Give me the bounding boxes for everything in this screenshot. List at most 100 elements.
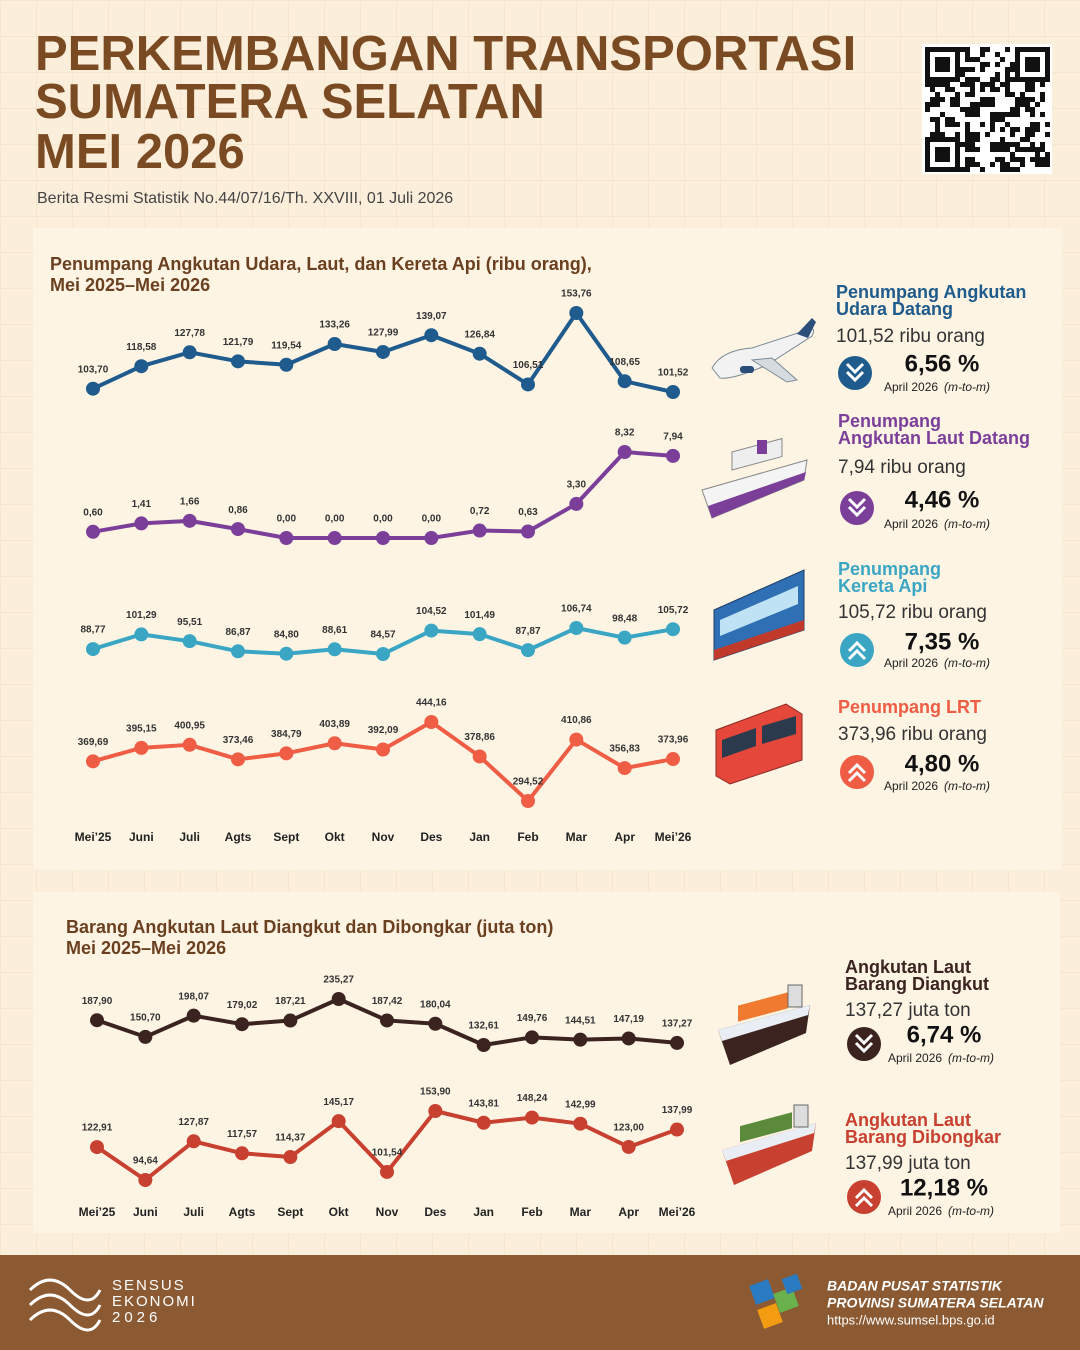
x-tick-label: Feb — [521, 1205, 542, 1219]
qr-cell — [1000, 147, 1005, 152]
data-label: 119,54 — [271, 340, 301, 351]
x-tick-label: Sept — [273, 830, 299, 844]
qr-cell — [1000, 142, 1005, 147]
x-tick-label: Mei’26 — [655, 830, 692, 844]
x-tick-label: Apr — [614, 830, 635, 844]
qr-cell — [925, 142, 930, 147]
qr-cell — [935, 167, 940, 172]
qr-cell — [980, 97, 985, 102]
qr-cell — [1020, 92, 1025, 97]
qr-cell — [970, 132, 975, 137]
qr-code — [922, 44, 1052, 174]
qr-cell — [925, 162, 930, 167]
qr-cell — [940, 97, 945, 102]
data-point — [279, 646, 294, 661]
x-tick-label: Juni — [133, 1205, 158, 1219]
series-name: Angkutan Laut — [845, 957, 971, 977]
title-line: MEI 2026 — [35, 125, 245, 179]
change-arrow — [847, 497, 867, 510]
qr-cell — [1030, 132, 1035, 137]
qr-cell — [1000, 112, 1005, 117]
qr-cell — [1000, 117, 1005, 122]
series-summary: 105,72 ribu orang — [838, 602, 987, 623]
qr-cell — [1015, 57, 1020, 62]
data-label: 95,51 — [177, 617, 202, 628]
qr-cell — [1010, 62, 1015, 67]
data-point — [90, 1013, 104, 1028]
qr-cell — [1010, 77, 1015, 82]
data-point — [670, 1122, 684, 1137]
qr-cell — [1030, 57, 1035, 62]
qr-cell — [945, 82, 950, 87]
data-label: 121,79 — [223, 337, 254, 348]
qr-cell — [965, 107, 970, 112]
data-label: 0,72 — [470, 506, 490, 517]
qr-cell — [1005, 67, 1010, 72]
qr-cell — [940, 137, 945, 142]
data-point — [376, 531, 390, 545]
panel — [33, 228, 1062, 870]
data-point — [138, 1029, 153, 1044]
qr-cell — [965, 67, 970, 72]
qr-cell — [925, 82, 930, 87]
x-tick-label: Mei’25 — [79, 1205, 116, 1219]
qr-cell — [975, 137, 980, 142]
data-point — [182, 513, 197, 528]
data-point — [617, 445, 632, 459]
qr-cell — [1010, 152, 1015, 157]
series-name: Barang Diangkut — [845, 974, 989, 994]
qr-cell — [1025, 57, 1030, 62]
data-label: 373,96 — [658, 735, 689, 746]
data-label: 101,54 — [372, 1148, 403, 1159]
data-point — [182, 737, 197, 752]
data-point — [617, 761, 632, 776]
data-label: 395,15 — [126, 724, 157, 735]
qr-cell — [995, 147, 1000, 152]
data-point — [525, 1030, 539, 1045]
change-arrow — [854, 1187, 874, 1200]
change-arrow — [847, 762, 867, 775]
x-tick-label: Mar — [566, 830, 588, 844]
series-name: Barang Dibongkar — [845, 1127, 1001, 1147]
qr-cell — [965, 167, 970, 172]
qr-cell — [1035, 47, 1040, 52]
qr-cell — [955, 97, 960, 102]
qr-cell — [965, 57, 970, 62]
qr-cell — [935, 82, 940, 87]
qr-cell — [960, 72, 965, 77]
data-label: 106,51 — [513, 360, 544, 371]
qr-cell — [1030, 127, 1035, 132]
data-label: 153,76 — [561, 289, 592, 300]
x-tick-label: Okt — [329, 1205, 349, 1219]
data-point — [380, 1164, 394, 1179]
qr-cell — [985, 102, 990, 107]
qr-cell — [960, 167, 965, 172]
qr-cell — [1045, 72, 1050, 77]
data-point — [424, 715, 439, 729]
qr-cell — [925, 52, 930, 57]
data-label: 410,86 — [561, 715, 592, 726]
data-point — [521, 794, 535, 808]
qr-cell — [965, 132, 970, 137]
qr-cell — [995, 157, 1000, 162]
series-name: Penumpang LRT — [838, 697, 981, 717]
qr-cell — [995, 62, 1000, 67]
qr-cell — [935, 117, 940, 122]
qr-cell — [945, 47, 950, 52]
qr-cell — [995, 52, 1000, 57]
qr-cell — [940, 57, 945, 62]
footer-url[interactable]: https://www.sumsel.bps.go.id — [827, 1312, 995, 1327]
data-label: 84,80 — [274, 629, 299, 640]
qr-cell — [1040, 47, 1045, 52]
data-point — [331, 1114, 346, 1129]
qr-cell — [970, 67, 975, 72]
period: April 2026 — [884, 380, 938, 394]
data-label: 0,86 — [228, 505, 248, 516]
qr-cell — [1035, 102, 1040, 107]
qr-cell — [1005, 92, 1010, 97]
qr-cell — [955, 167, 960, 172]
data-label: 187,42 — [372, 996, 403, 1007]
data-label: 133,26 — [319, 320, 350, 331]
period: April 2026 — [884, 517, 938, 531]
qr-cell — [1025, 67, 1030, 72]
